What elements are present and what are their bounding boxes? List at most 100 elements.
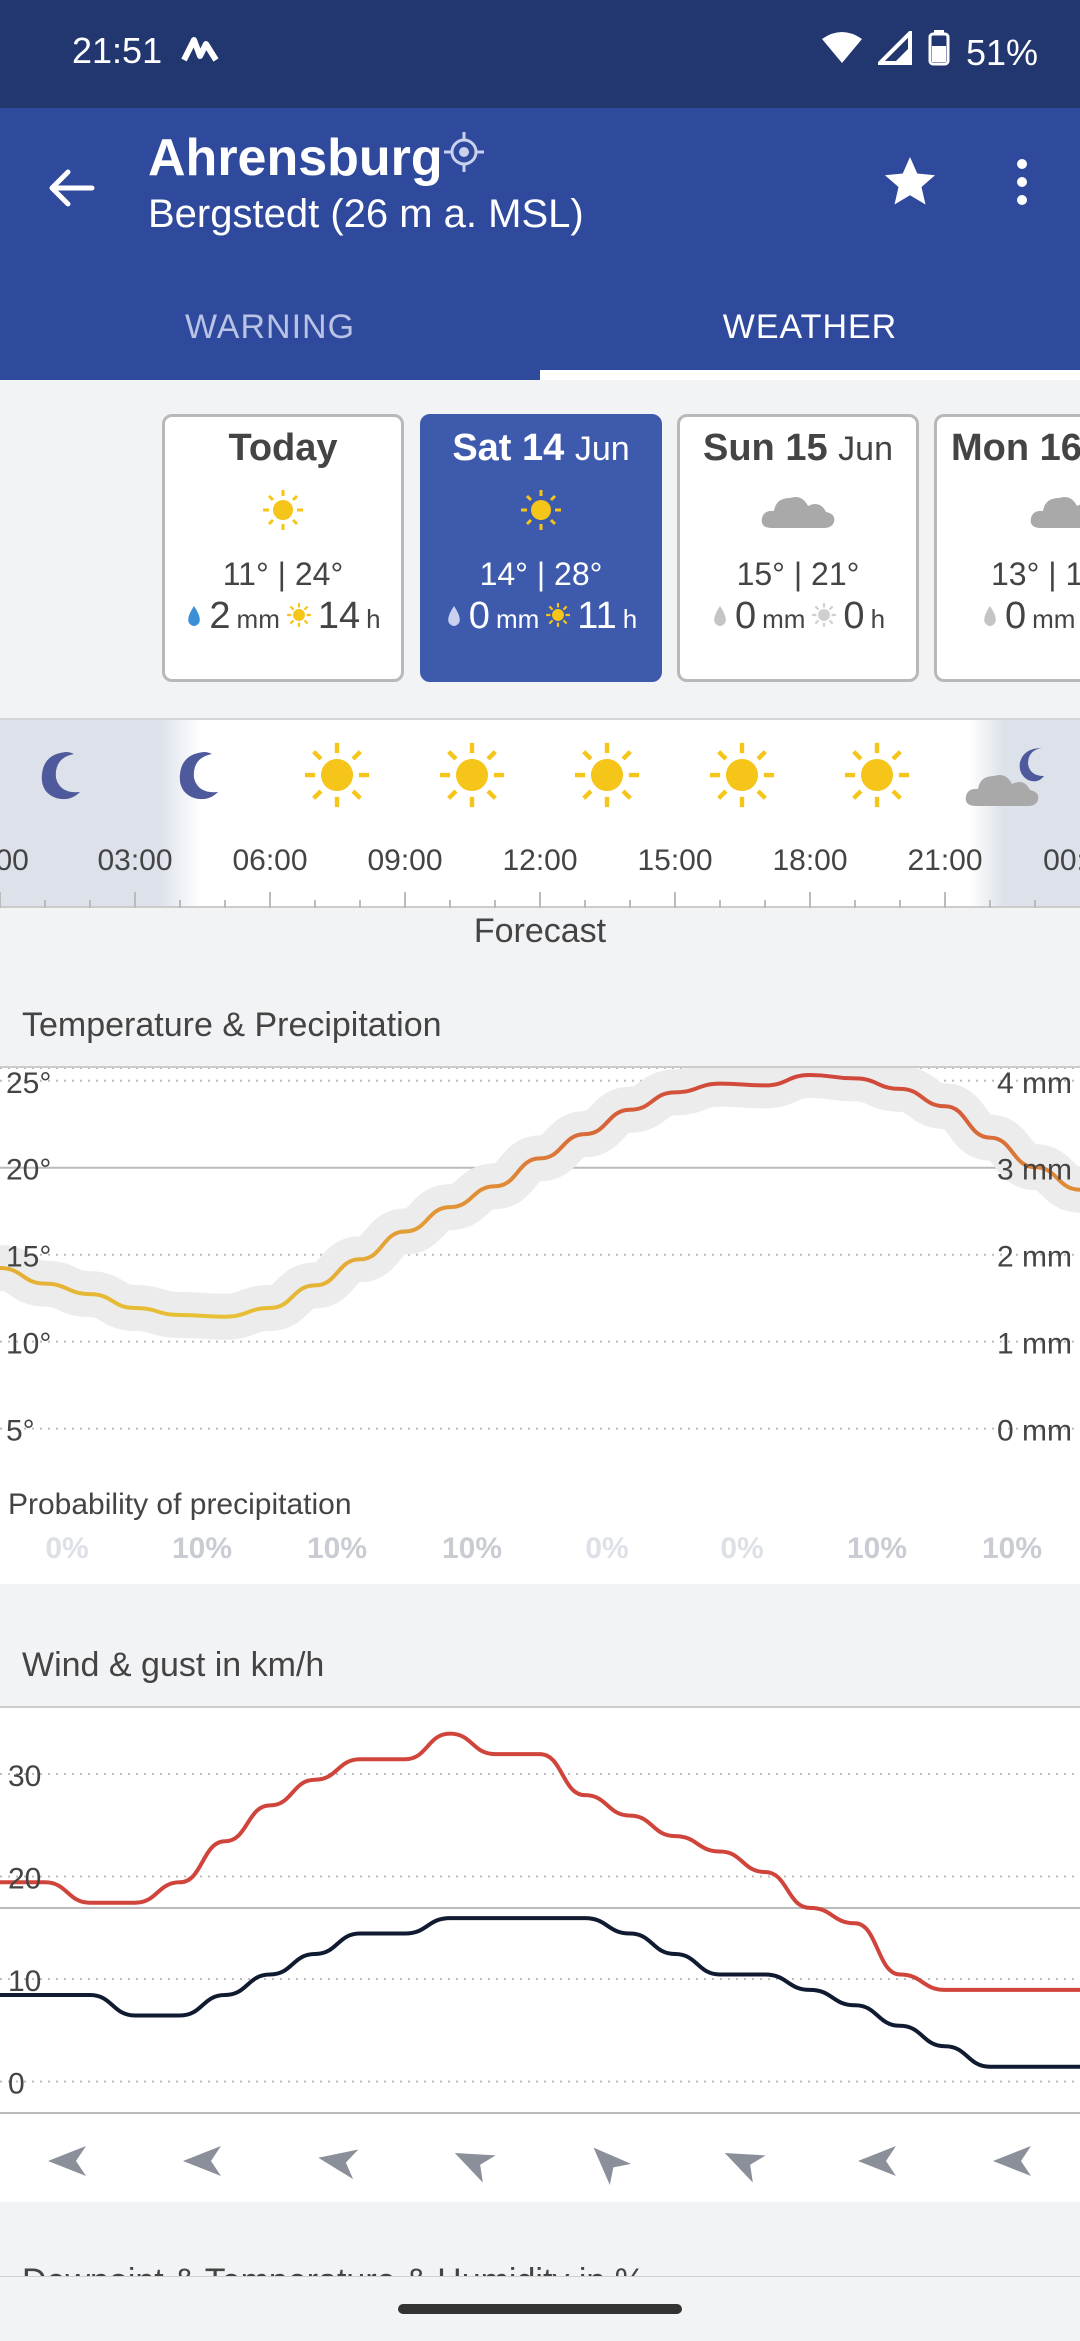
- day-date: Jun: [838, 430, 893, 468]
- my-location-icon[interactable]: [442, 130, 486, 179]
- sun-small-icon: [811, 595, 837, 638]
- day-card-today[interactable]: Today 11° | 24° 2 mm 14 h: [162, 414, 404, 682]
- back-arrow-icon[interactable]: [42, 158, 102, 218]
- wind-direction-arrow-icon: [854, 2138, 900, 2184]
- raindrop-icon: [185, 595, 203, 638]
- cloud-icon: [680, 470, 916, 550]
- day-name: Mon 16: [951, 427, 1080, 469]
- temperature-plot: 25° 4 mm 20° 3 mm 15° 2 mm 10° 1 mm 5° 0 mm: [0, 1051, 1080, 1448]
- raindrop-icon: [445, 595, 463, 638]
- day-selector: Today 11° | 24° 2 mm 14 h Sat 14 Jun 14° |…: [0, 380, 1080, 710]
- cloud-icon: [951, 470, 1080, 550]
- sun-small-icon: [286, 595, 312, 638]
- moon-icon: [168, 740, 238, 810]
- home-handle[interactable]: [398, 2304, 682, 2314]
- y2-tick-label: 3 mm: [997, 1154, 1072, 1187]
- day-temps: 13° | 1: [991, 556, 1080, 592]
- temperature-chart[interactable]: 25° 4 mm 20° 3 mm 15° 2 mm 10° 1 mm 5° 0 mm: [0, 1051, 1080, 1584]
- forecast-label: Forecast: [473, 912, 607, 950]
- pop-value: 0%: [585, 1532, 629, 1565]
- hour-label: 21:00: [907, 844, 983, 877]
- wind-chart[interactable]: 30 20 10 0: [0, 1706, 1080, 2118]
- tab-warning[interactable]: WARNING: [184, 308, 356, 346]
- raindrop-icon: [711, 595, 729, 638]
- night-shading: [0, 720, 200, 908]
- pop-value: 0%: [720, 1532, 764, 1565]
- y-tick-label: 15°: [6, 1241, 51, 1274]
- day-sun: 0: [843, 595, 865, 637]
- hour-label: :00: [0, 844, 29, 877]
- battery-percent: 51%: [965, 31, 1038, 73]
- activity-icon: [180, 34, 220, 71]
- y-tick-label: 10: [8, 1965, 41, 1998]
- more-options-icon[interactable]: [1010, 154, 1034, 215]
- sun-icon: [572, 740, 642, 810]
- sun-unit: h: [622, 604, 638, 634]
- hour-label: 06:00: [232, 844, 308, 877]
- pop-value: 10%: [441, 1532, 503, 1565]
- pop-value: 0%: [45, 1532, 89, 1565]
- day-sun: 11: [577, 595, 617, 637]
- hour-label: 09:00: [367, 844, 443, 877]
- hour-label: 12:00: [502, 844, 578, 877]
- day-date: Jun: [574, 430, 630, 468]
- wind-direction-arrow-icon: [179, 2138, 225, 2184]
- day-sun: 14: [317, 595, 361, 637]
- pop-value: 10%: [171, 1532, 233, 1565]
- hourly-timeline[interactable]: :00 03:00 06:00 09:00 12:00 15:00 18:00 …: [0, 718, 1080, 908]
- y-tick-label: 5°: [6, 1415, 35, 1448]
- app-bar: Ahrensburg Bergstedt (26 m a. MSL) WARNI…: [0, 108, 1080, 380]
- y2-tick-label: 4 mm: [997, 1068, 1072, 1100]
- day-rain: 0: [1005, 595, 1027, 637]
- rain-unit: mm: [1032, 604, 1076, 634]
- status-time: 21:51: [72, 30, 163, 71]
- wind-direction-arrow-icon: [711, 2130, 772, 2191]
- sun-icon: [707, 740, 777, 810]
- pop-value: 10%: [846, 1532, 908, 1565]
- tab-weather[interactable]: WEATHER: [722, 308, 898, 346]
- day-name: Sun 15: [703, 427, 828, 469]
- y-tick-label: 20°: [6, 1154, 51, 1187]
- precip-probability-label: Probability of precipitation: [8, 1488, 352, 1521]
- day-rain: 2: [209, 595, 231, 637]
- wind-direction-row: [0, 2118, 1080, 2202]
- day-rain: 0: [734, 595, 757, 637]
- day-rain: 0: [468, 595, 490, 637]
- sun-small-icon: [545, 595, 571, 638]
- day-card-mon[interactable]: Mon 16 13° | 1 0 mm: [934, 414, 1080, 682]
- pop-value: 10%: [981, 1532, 1043, 1565]
- y2-tick-label: 2 mm: [997, 1241, 1072, 1274]
- y-tick-label: 25°: [6, 1068, 51, 1100]
- rain-unit: mm: [762, 604, 806, 634]
- wind-plot: 30 20 10 0: [0, 1731, 1080, 2114]
- hour-label: 15:00: [637, 844, 713, 877]
- y-tick-label: 0: [8, 2068, 25, 2101]
- y2-tick-label: 0 mm: [997, 1415, 1072, 1448]
- favorite-star-icon[interactable]: [880, 152, 940, 217]
- y-tick-label: 20: [8, 1863, 41, 1896]
- temperature-section-title: Temperature & Precipitation: [22, 1006, 442, 1044]
- temperature-range-band: [0, 1051, 1080, 1340]
- rain-unit: mm: [236, 604, 280, 634]
- day-name: Today: [228, 427, 338, 469]
- battery-icon: [928, 30, 950, 75]
- night-shading: [970, 720, 1080, 908]
- pop-value: 10%: [306, 1532, 368, 1565]
- wind-direction-arrow-icon: [989, 2138, 1035, 2184]
- signal-icon: [875, 28, 912, 74]
- wifi-icon: [821, 31, 862, 74]
- hour-ticks: [0, 892, 1080, 908]
- sun-unit: h: [870, 604, 886, 634]
- wind-line: [0, 1916, 1080, 2069]
- moon-icon: [30, 740, 100, 810]
- day-temps: 11° | 24°: [222, 556, 344, 592]
- hour-label: 03:00: [97, 844, 173, 877]
- day-card-sat[interactable]: Sat 14 Jun 14° | 28° 0 mm 11 h: [420, 414, 662, 682]
- wind-section-title: Wind & gust in km/h: [22, 1646, 325, 1684]
- tab-indicator: [540, 370, 1080, 380]
- temperature-line: [0, 1072, 1080, 1319]
- day-temps: 14° | 28°: [479, 556, 603, 592]
- location-title: Ahrensburg: [148, 129, 443, 187]
- wind-direction-arrow-icon: [441, 2130, 502, 2191]
